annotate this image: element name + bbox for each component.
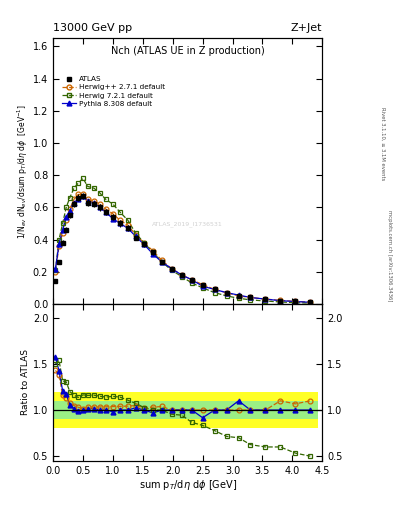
Text: mcplots.cern.ch [arXiv:1306.3436]: mcplots.cern.ch [arXiv:1306.3436]	[387, 210, 391, 302]
Y-axis label: 1/N$_{ev}$ dN$_{ev}$/dsum p$_T$/d$\eta$ d$\phi$  [GeV$^{-1}$]: 1/N$_{ev}$ dN$_{ev}$/dsum p$_T$/d$\eta$ …	[16, 104, 30, 239]
Text: Nch (ATLAS UE in Z production): Nch (ATLAS UE in Z production)	[111, 47, 264, 56]
Legend: ATLAS, Herwig++ 2.7.1 default, Herwig 7.2.1 default, Pythia 8.308 default: ATLAS, Herwig++ 2.7.1 default, Herwig 7.…	[59, 74, 167, 109]
X-axis label: sum p$_T$/d$\eta$ d$\phi$ [GeV]: sum p$_T$/d$\eta$ d$\phi$ [GeV]	[139, 478, 237, 493]
Text: Z+Jet: Z+Jet	[291, 23, 322, 33]
Text: 13000 GeV pp: 13000 GeV pp	[53, 23, 132, 33]
Text: ATLAS_2019_I1736531: ATLAS_2019_I1736531	[152, 221, 223, 227]
Y-axis label: Ratio to ATLAS: Ratio to ATLAS	[21, 349, 30, 415]
Text: Rivet 3.1.10, ≥ 3.1M events: Rivet 3.1.10, ≥ 3.1M events	[381, 106, 386, 180]
